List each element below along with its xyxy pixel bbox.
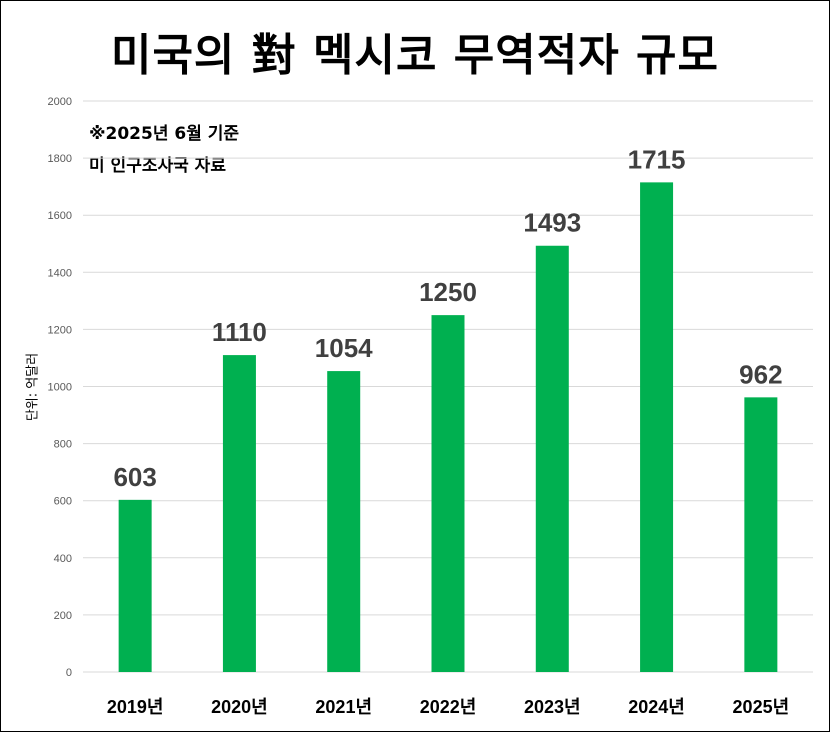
y-tick-label: 800	[54, 439, 72, 451]
chart-title: 미국의 對 멕시코 무역적자 규모	[110, 30, 720, 81]
y-tick-label: 200	[54, 610, 72, 622]
bar	[535, 245, 569, 672]
x-category-label: 2025년	[733, 697, 790, 717]
bar-value-label: 1054	[315, 333, 373, 363]
x-category-label: 2024년	[628, 697, 685, 717]
bar-value-label: 1715	[628, 144, 686, 174]
x-category-label: 2021년	[315, 697, 372, 717]
bar	[327, 371, 361, 672]
bar-value-label: 1110	[212, 317, 267, 347]
bar-value-label: 1250	[419, 277, 477, 307]
bar	[744, 397, 778, 672]
y-tick-label: 2000	[48, 96, 72, 108]
y-tick-label: 1600	[48, 210, 72, 222]
x-category-label: 2022년	[420, 697, 477, 717]
bar-value-label: 1493	[523, 208, 581, 238]
bar	[431, 315, 465, 672]
chart-note-date: ※2025년 6월 기준	[89, 124, 240, 144]
bar	[222, 355, 256, 672]
y-tick-label: 400	[54, 553, 72, 565]
chart-note-source: 미 인구조사국 자료	[89, 156, 226, 176]
x-category-label: 2020년	[211, 697, 268, 717]
x-category-label: 2023년	[524, 697, 581, 717]
y-tick-label: 1800	[48, 153, 72, 165]
y-tick-label: 1400	[48, 267, 72, 279]
y-tick-label: 1000	[48, 382, 72, 394]
x-category-label: 2019년	[107, 697, 164, 717]
bar	[640, 182, 674, 672]
bar-value-label: 962	[739, 359, 782, 389]
y-tick-label: 1200	[48, 324, 72, 336]
bar-value-label: 603	[113, 462, 156, 492]
y-tick-label: 0	[66, 667, 72, 679]
bar	[118, 499, 152, 672]
y-tick-label: 600	[54, 496, 72, 508]
